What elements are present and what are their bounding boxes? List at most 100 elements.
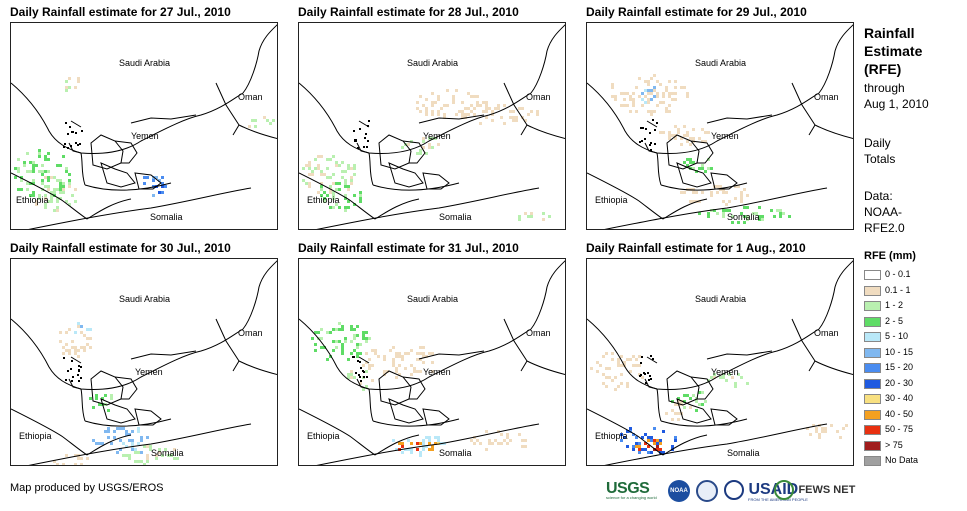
rainfall-cell-cluster: [461, 104, 539, 125]
border-line: [114, 376, 138, 400]
border-line: [299, 260, 565, 390]
border-line: [656, 388, 748, 427]
rainfall-cell-cluster: [611, 74, 689, 116]
border-line: [706, 350, 773, 360]
border-line: [134, 172, 162, 190]
border-line: [299, 24, 565, 154]
island-dot: [650, 378, 652, 380]
country-label-somalia: Somalia: [727, 448, 760, 458]
border-line: [316, 423, 540, 465]
legend-swatch: [864, 301, 881, 311]
island-dot: [355, 139, 357, 141]
island-dot: [363, 371, 365, 373]
island-dot: [79, 143, 81, 145]
border-line: [28, 423, 252, 465]
island-dot: [647, 372, 649, 374]
island-dot: [640, 362, 642, 364]
legend-data-source: Data: NOAA- RFE2.0: [864, 189, 905, 235]
legend-swatch: [864, 347, 881, 358]
border-line: [130, 350, 197, 360]
border-line: [690, 376, 714, 400]
country-label-somalia: Somalia: [439, 212, 472, 222]
island-dot: [359, 361, 361, 363]
island-dot: [352, 356, 354, 358]
island-dot: [357, 360, 359, 362]
island-dot: [355, 372, 357, 374]
border-line: [68, 120, 82, 154]
country-label-yemen: Yemen: [711, 367, 739, 377]
island-dot: [367, 125, 369, 127]
legend-swatch: [864, 394, 881, 404]
island-dot: [644, 373, 646, 375]
border-line: [791, 82, 816, 136]
island-dot: [640, 127, 642, 129]
rainfall-map: [11, 24, 277, 229]
rainfall-cell-cluster: [74, 322, 92, 334]
legend-label: 15 - 20: [885, 362, 914, 372]
country-label-yemen: Yemen: [423, 131, 451, 141]
border-line: [80, 152, 172, 191]
country-label-yemen: Yemen: [135, 367, 163, 377]
border-line: [356, 356, 370, 390]
rfe-legend-title: RFE (mm): [864, 250, 916, 262]
border-line: [388, 162, 424, 188]
border-line: [90, 370, 124, 406]
fews-globe-icon: [774, 480, 794, 500]
island-dot: [65, 379, 67, 381]
rainfall-cell-cluster: [470, 430, 527, 451]
island-dot: [77, 374, 79, 376]
rainfall-cell-cluster: [59, 325, 92, 358]
island-dot: [654, 129, 656, 131]
island-dot: [363, 376, 365, 378]
island-dot: [368, 120, 370, 122]
island-dot: [644, 138, 646, 140]
border-line: [644, 356, 658, 390]
border-line: [100, 162, 136, 188]
border-line: [791, 318, 816, 372]
country-label-somalia: Somalia: [727, 212, 760, 222]
border-line: [814, 360, 853, 375]
border-line: [587, 260, 853, 390]
island-dot: [63, 357, 65, 359]
border-line: [378, 134, 412, 170]
island-dot: [656, 122, 658, 124]
border-line: [316, 187, 540, 229]
border-line: [28, 187, 252, 229]
island-dot: [652, 119, 654, 121]
border-line: [587, 408, 708, 456]
island-dot: [650, 355, 652, 357]
island-dot: [648, 379, 650, 381]
island-dot: [645, 128, 647, 130]
island-dot: [78, 380, 80, 382]
country-label-yemen: Yemen: [131, 131, 159, 141]
rainfall-cell-cluster: [14, 149, 71, 197]
island-dot: [353, 130, 355, 132]
border-line: [238, 124, 277, 139]
country-label-saudi: Saudi Arabia: [119, 58, 171, 68]
border-line: [706, 114, 773, 124]
rainfall-cell-cluster: [641, 86, 656, 104]
border-line: [11, 172, 132, 220]
island-dot: [364, 137, 366, 139]
border-line: [690, 140, 714, 164]
panel-title: Daily Rainfall estimate for 29 Jul., 201…: [586, 5, 807, 19]
legend-label: 30 - 40: [885, 393, 914, 403]
border-line: [418, 350, 485, 360]
country-label-somalia: Somalia: [439, 448, 472, 458]
border-line: [100, 398, 136, 424]
rainfall-cell-cluster: [122, 445, 179, 465]
fews-net-logo: FEWS NET: [774, 480, 855, 504]
legend-swatch: [864, 425, 881, 435]
border-line: [676, 162, 712, 188]
rainfall-map-panel: Saudi Arabia Oman Yemen Ethiopia Somalia: [586, 258, 854, 466]
rainfall-cell-cluster: [590, 352, 644, 391]
rainfall-cell-cluster: [302, 155, 356, 194]
legend-swatch: [864, 285, 881, 296]
island-dot: [649, 132, 651, 134]
rainfall-cell-cluster: [428, 442, 440, 451]
country-label-ethiopia: Ethiopia: [307, 195, 340, 205]
border-line: [402, 140, 426, 164]
rainfall-cell-cluster: [683, 158, 713, 173]
country-label-yemen: Yemen: [423, 367, 451, 377]
border-line: [503, 318, 528, 372]
